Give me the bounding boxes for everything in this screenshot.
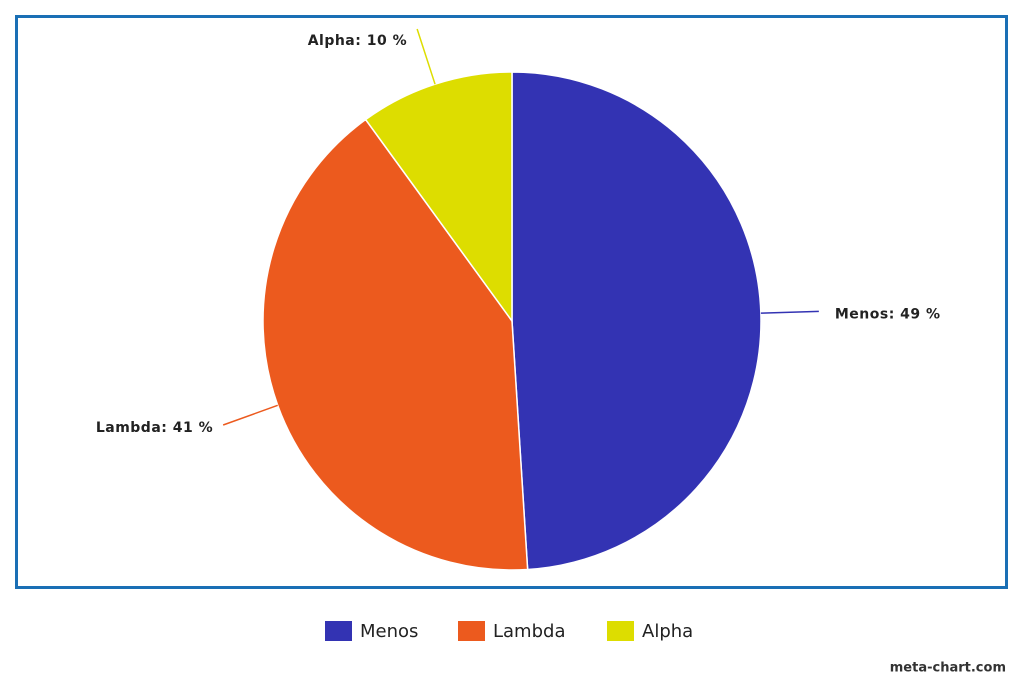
leader-line bbox=[222, 404, 278, 426]
data-label: Lambda: 41 % bbox=[96, 420, 213, 436]
leader-line bbox=[416, 28, 436, 85]
legend-swatch bbox=[458, 621, 485, 641]
data-label: Alpha: 10 % bbox=[308, 33, 407, 49]
leader-line bbox=[760, 310, 819, 314]
legend-label: Alpha bbox=[642, 621, 693, 642]
legend-label: Lambda bbox=[493, 621, 565, 642]
watermark: meta-chart.com bbox=[890, 661, 1006, 676]
data-label: Menos: 49 % bbox=[835, 306, 941, 322]
legend-swatch bbox=[607, 621, 634, 641]
legend-label: Menos bbox=[360, 621, 418, 642]
pie-slice bbox=[262, 118, 529, 571]
pie-slice bbox=[511, 71, 762, 571]
legend-swatch bbox=[325, 621, 352, 641]
